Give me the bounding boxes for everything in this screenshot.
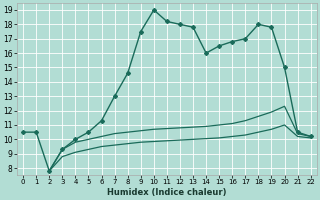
X-axis label: Humidex (Indice chaleur): Humidex (Indice chaleur) [107, 188, 227, 197]
